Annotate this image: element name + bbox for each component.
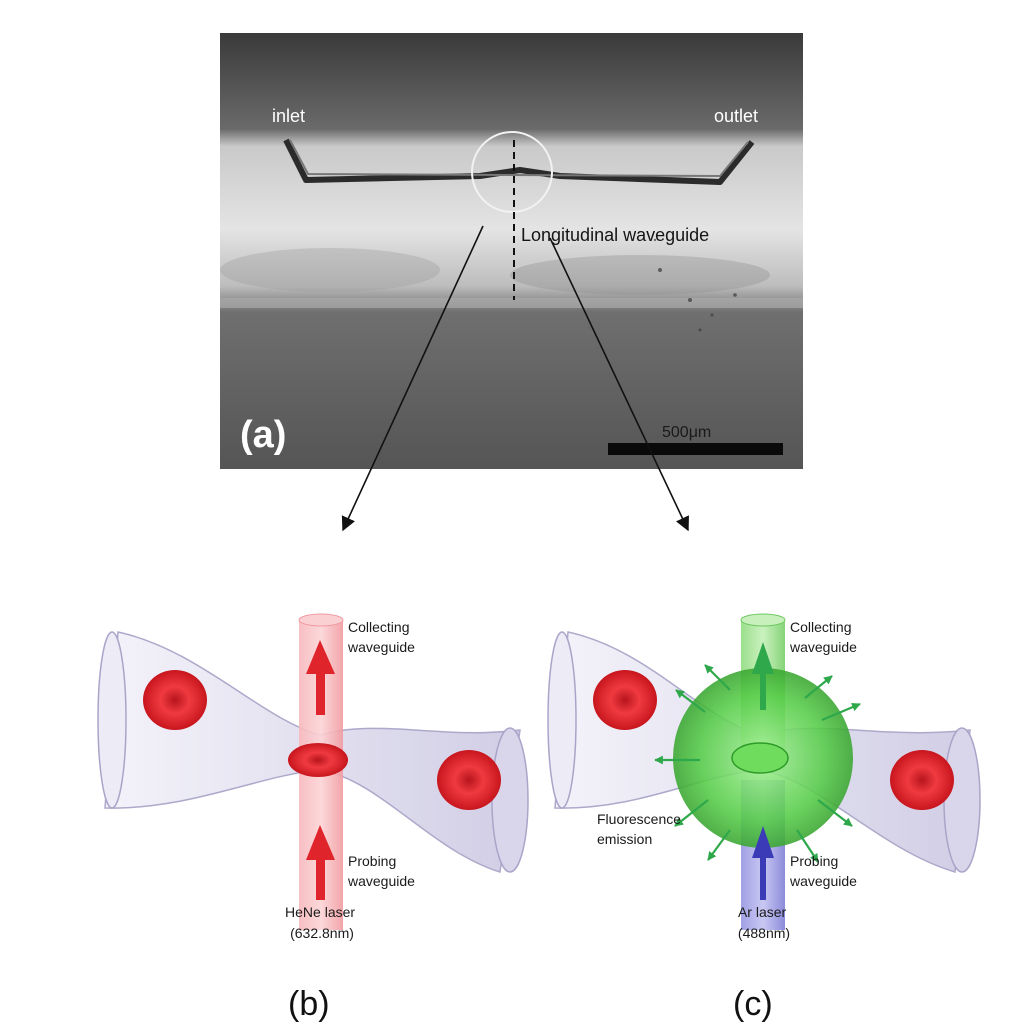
arrow-to-panel-b bbox=[341, 225, 484, 532]
collecting-top-c bbox=[740, 613, 786, 627]
micrograph-panel: inlet outlet Longitudinal waveguide (a) … bbox=[220, 33, 803, 469]
up-arrow-icon bbox=[752, 826, 774, 900]
up-arrow-icon bbox=[752, 642, 774, 710]
probe-region-circle bbox=[471, 131, 553, 213]
texture-blob bbox=[220, 248, 440, 292]
waveguide-top-b bbox=[298, 613, 344, 627]
red-blood-cell bbox=[890, 750, 954, 810]
microfluidic-channel-highlight bbox=[289, 139, 749, 178]
fluorescence-label-c: Fluorescence emission bbox=[597, 811, 685, 847]
panel-b-diagram: Collecting waveguide Probing waveguide H… bbox=[97, 613, 529, 1023]
center-cell-c bbox=[731, 742, 789, 774]
panel-c-diagram: Collecting waveguide Fluorescence emissi… bbox=[547, 613, 981, 1023]
arrow-to-panel-c bbox=[549, 237, 689, 532]
emission-arrows bbox=[654, 664, 861, 863]
inlet-label: inlet bbox=[272, 106, 305, 126]
micrograph-background bbox=[220, 33, 803, 469]
ridge-edge bbox=[220, 298, 803, 308]
scale-bar-label: 500μm bbox=[662, 424, 711, 441]
speckles bbox=[653, 238, 737, 332]
red-blood-cell bbox=[593, 670, 657, 730]
laser-label-c: Ar laser (488nm) bbox=[738, 904, 790, 941]
waveguide-label: Longitudinal waveguide bbox=[521, 225, 709, 245]
microfluidic-channel bbox=[283, 138, 755, 185]
probing-label-c: Probing waveguide bbox=[789, 853, 857, 889]
collecting-label-c: Collecting waveguide bbox=[789, 619, 857, 655]
scale-bar bbox=[608, 443, 783, 455]
center-cell-b bbox=[288, 743, 348, 777]
channel-end-left-c bbox=[547, 631, 577, 809]
channel-end-right-b bbox=[491, 727, 529, 873]
texture-blob bbox=[510, 255, 770, 295]
up-arrow-icon bbox=[306, 825, 335, 900]
probing-label-b: Probing waveguide bbox=[347, 853, 415, 889]
panel-a-label: (a) bbox=[240, 414, 286, 456]
panel-b-label: (b) bbox=[288, 985, 330, 1023]
up-arrow-icon bbox=[306, 640, 335, 715]
outlet-label: outlet bbox=[714, 106, 758, 126]
red-blood-cell bbox=[437, 750, 501, 810]
panel-c-label: (c) bbox=[733, 985, 773, 1023]
red-blood-cell bbox=[143, 670, 207, 730]
channel-end-right-c bbox=[943, 727, 981, 873]
channel-end-left-b bbox=[97, 631, 127, 809]
collecting-label-b: Collecting waveguide bbox=[347, 619, 415, 655]
laser-label-b: HeNe laser (632.8nm) bbox=[285, 904, 359, 941]
